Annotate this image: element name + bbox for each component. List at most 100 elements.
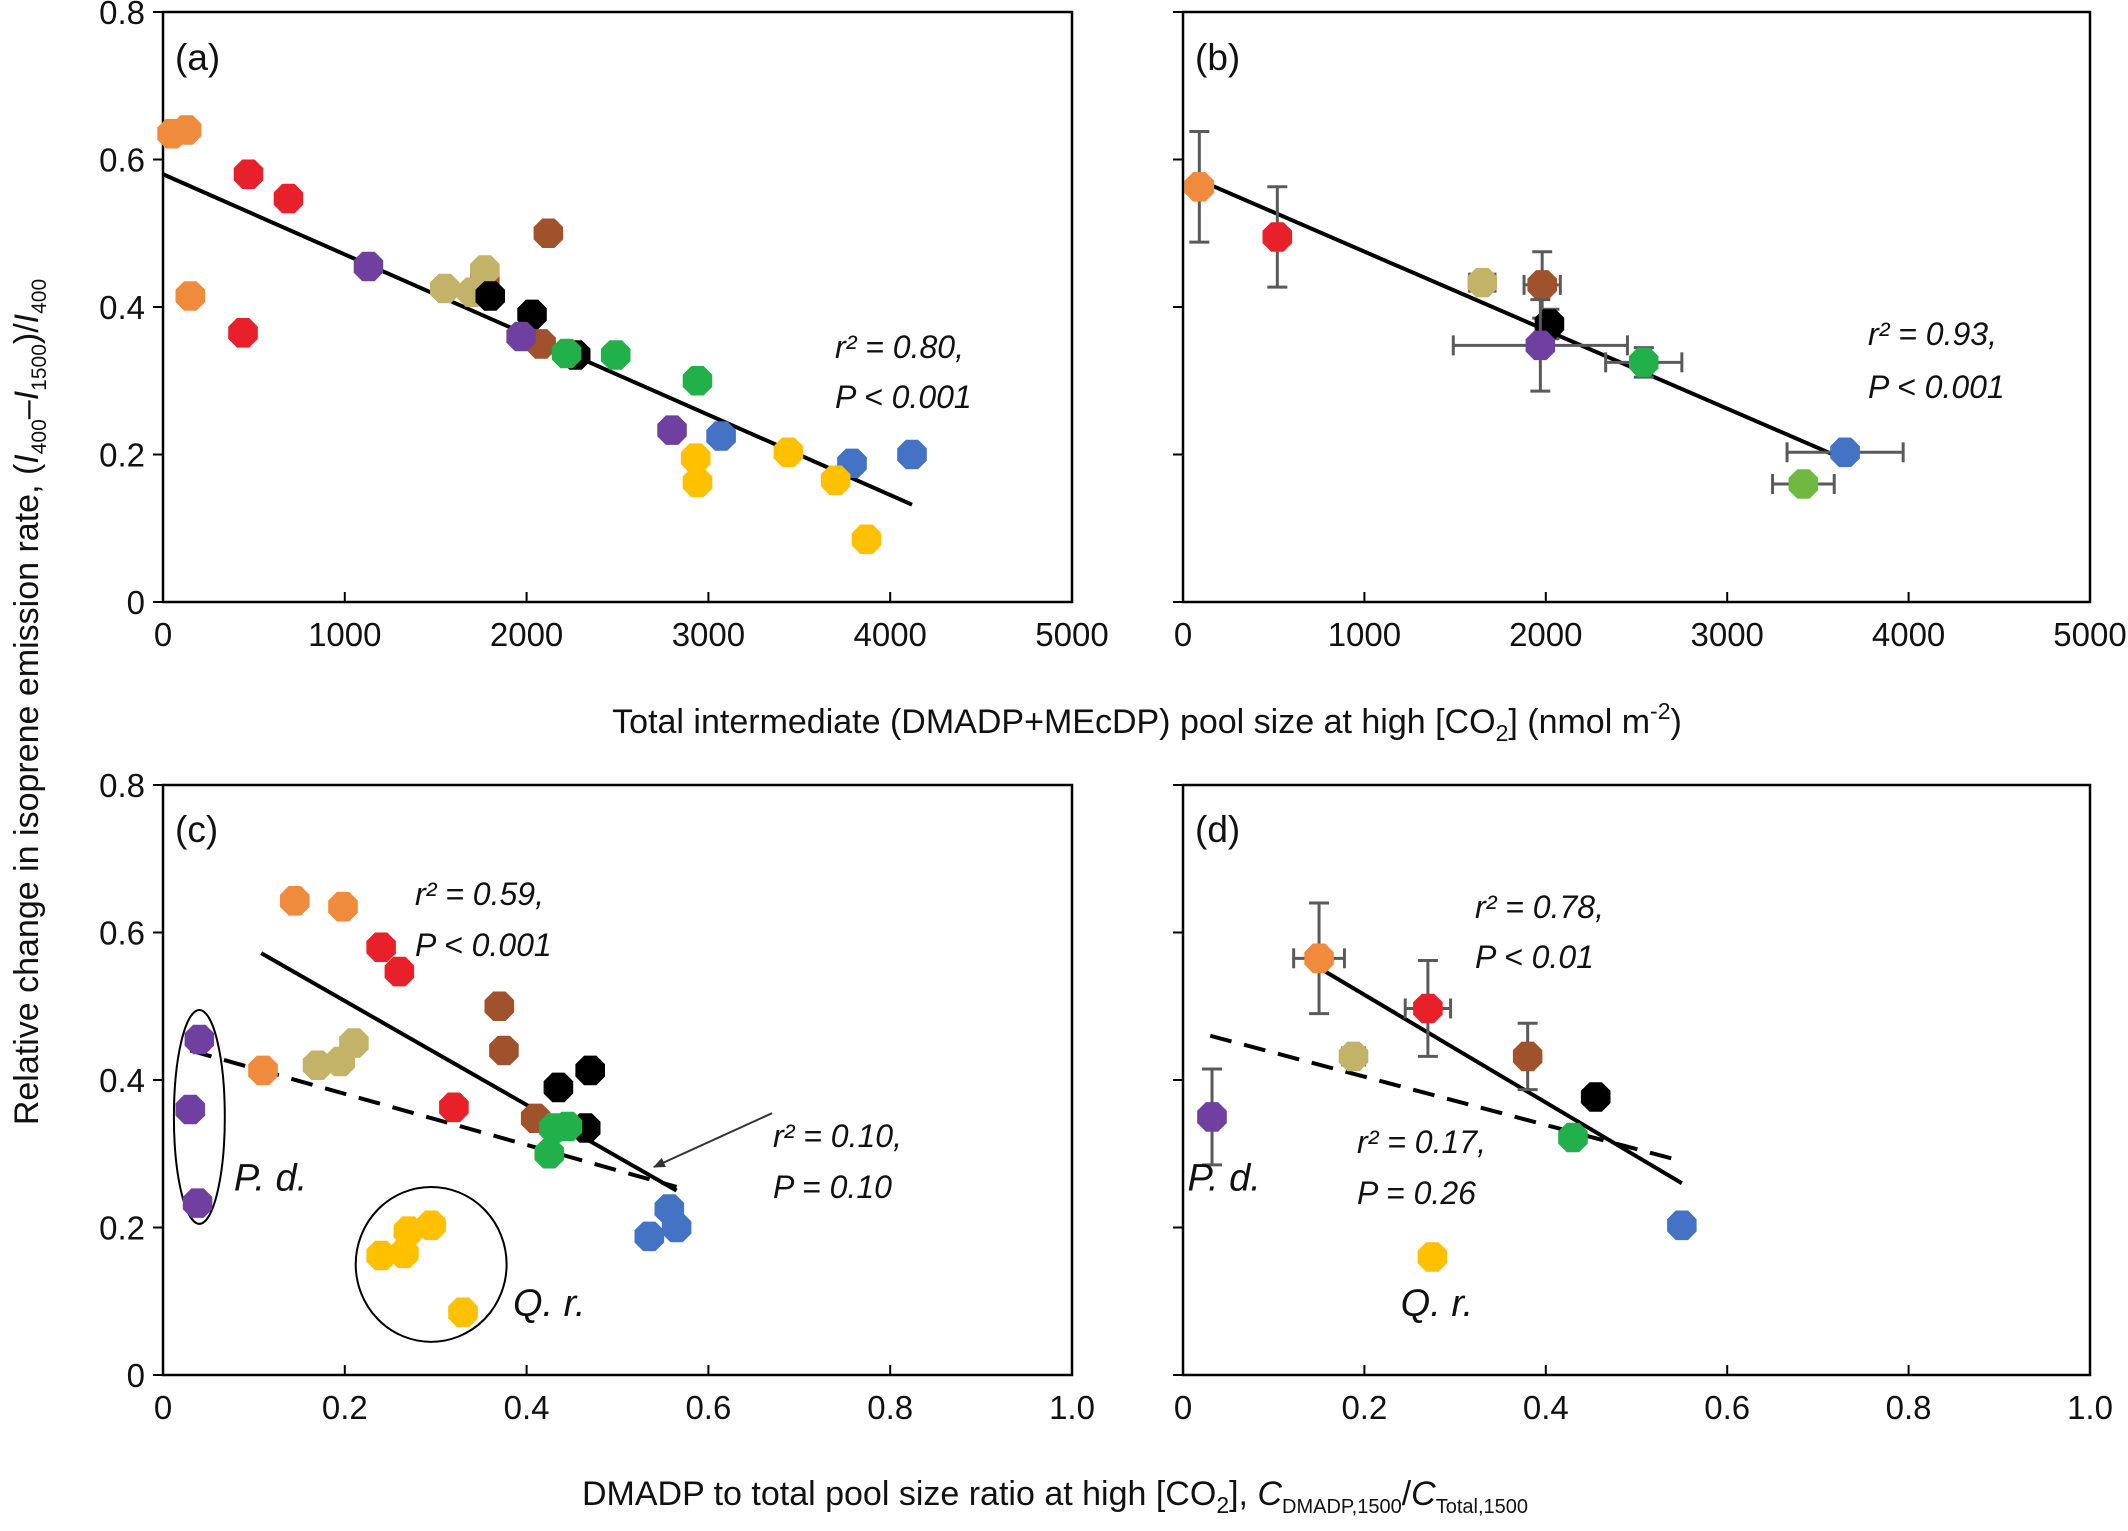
data-point-orange	[328, 891, 358, 922]
data-point-blue	[706, 421, 736, 451]
data-point-yellow	[448, 1297, 478, 1328]
x-tick-label: 0.8	[1886, 1389, 1932, 1426]
x-tick-label: 0.8	[867, 1389, 913, 1426]
x-tick-label: 0.6	[685, 1389, 731, 1426]
y-tick-label: 0.8	[99, 0, 145, 31]
data-point-blue	[661, 1212, 692, 1243]
x-tick-label: 0	[154, 616, 172, 653]
data-point-green	[600, 340, 631, 370]
data-point-yellow	[851, 524, 882, 555]
group-outline-ellipse	[172, 1008, 226, 1225]
group-outline-circle	[354, 1185, 508, 1343]
panel-a: 0 1000 2000 3000 4000 5000 0 0.2 0.4 0.6 0.8	[99, 0, 1109, 653]
data-point-orange	[1304, 943, 1334, 974]
data-point-orange	[248, 1055, 278, 1086]
x-tick-label: 1.0	[2067, 1389, 2113, 1426]
data-point-yellow	[366, 1240, 396, 1271]
panel-b-stat-p: P < 0.001	[1868, 369, 2005, 405]
x-tick-label: 2000	[490, 616, 563, 653]
data-point-red	[233, 159, 264, 189]
data-point-purple	[182, 1188, 213, 1218]
data-point-brown	[533, 218, 564, 248]
data-point-black	[1580, 1082, 1611, 1112]
data-point-blue	[897, 439, 927, 470]
x-tick-label: 1000	[308, 616, 381, 653]
x-tick-label: 0.2	[322, 1389, 368, 1426]
panel-d-stat2-r2: r² = 0.17,	[1357, 1124, 1486, 1160]
x-tick-label: 3000	[1690, 616, 1763, 653]
x-tick-label: 3000	[672, 616, 745, 653]
x-tick-label: 1.0	[1049, 1389, 1095, 1426]
data-point-yellow	[680, 443, 711, 473]
x-tick-label: 0	[1174, 616, 1192, 653]
data-point-purple	[353, 251, 384, 282]
panel-a-stat-p: P < 0.001	[835, 379, 972, 415]
xlabel-top: Total intermediate (DMADP+MEcDP) pool si…	[612, 698, 1682, 746]
data-point-brown	[1527, 270, 1557, 300]
data-point-olive	[1467, 267, 1498, 298]
data-point-blue	[634, 1221, 665, 1252]
data-point-blue	[1830, 437, 1860, 468]
panel-a-stat-r2: r² = 0.80,	[835, 329, 964, 365]
data-point-olive	[430, 273, 460, 304]
y-tick-label: 0.2	[99, 437, 145, 474]
data-point-green	[551, 338, 582, 369]
panel-a-label: (a)	[175, 37, 220, 78]
panel-d-stat1-p: P < 0.01	[1475, 939, 1594, 975]
x-tick-label: 1000	[1328, 616, 1401, 653]
panel-c: 0 0.2 0.4 0.6 0.8 1.0 0 0.2 0.4 0.6 0.8 P. d. Q. r.	[99, 767, 1095, 1426]
data-point-green	[534, 1139, 565, 1169]
data-point-brown	[1512, 1041, 1543, 1072]
x-tick-label: 0	[1174, 1389, 1192, 1426]
panel-d-stat1-r2: r² = 0.78,	[1475, 889, 1604, 925]
y-tick-label: 0.4	[99, 1062, 145, 1099]
data-point-red	[1262, 222, 1293, 252]
x-tick-label: 0.4	[504, 1389, 550, 1426]
data-point-red	[1413, 993, 1443, 1024]
panel-d-label: (d)	[1195, 809, 1240, 850]
x-tick-label: 5000	[2053, 616, 2126, 653]
data-point-orange	[1184, 172, 1215, 202]
data-point-brown	[484, 991, 515, 1021]
data-point-purple	[506, 321, 536, 352]
data-point-blue	[1667, 1210, 1697, 1241]
group-label: P. d.	[1188, 1158, 1261, 1200]
x-tick-label: 0	[154, 1389, 172, 1426]
xlabel-bottom: DMADP to total pool size ratio at high […	[582, 1475, 1528, 1518]
group-label: Q. r.	[1401, 1283, 1473, 1325]
data-point-green	[1629, 347, 1659, 378]
group-label: P. d.	[234, 1158, 307, 1200]
panel-c-label: (c)	[175, 809, 218, 850]
data-point-yellow	[416, 1210, 446, 1241]
x-tick-label: 0.2	[1341, 1389, 1387, 1426]
data-point-yellow	[393, 1216, 424, 1246]
data-point-green	[682, 366, 713, 396]
data-point-purple	[184, 1024, 215, 1055]
data-point-olive	[302, 1050, 333, 1080]
data-point-black	[543, 1072, 574, 1103]
data-point-red	[228, 318, 258, 348]
data-point-yellow	[820, 465, 851, 496]
fit-line-solid	[1198, 178, 1846, 462]
data-point-orange	[171, 115, 202, 145]
data-point-purple	[657, 415, 687, 445]
data-point-brown	[489, 1035, 519, 1066]
data-point-yellow	[773, 437, 804, 468]
data-point-lime	[1788, 469, 1819, 499]
panel-c-stat2-p: P = 0.10	[773, 1169, 892, 1205]
panel-d-stat2-p: P = 0.26	[1357, 1175, 1476, 1211]
data-point-purple	[175, 1094, 206, 1125]
y-tick-label: 0.4	[99, 289, 145, 326]
y-tick-label: 0	[127, 1357, 145, 1394]
data-point-red	[273, 183, 304, 214]
data-point-yellow	[1417, 1242, 1448, 1272]
ylabel: Relative change in isoprene emission rat…	[8, 279, 51, 1125]
data-point-olive	[1338, 1041, 1369, 1072]
data-point-black	[575, 1055, 605, 1086]
y-tick-label: 0.6	[99, 142, 145, 179]
data-point-orange	[175, 281, 206, 311]
x-tick-label: 2000	[1509, 616, 1582, 653]
panel-b: 0 1000 2000 3000 4000 5000	[1173, 10, 2127, 653]
